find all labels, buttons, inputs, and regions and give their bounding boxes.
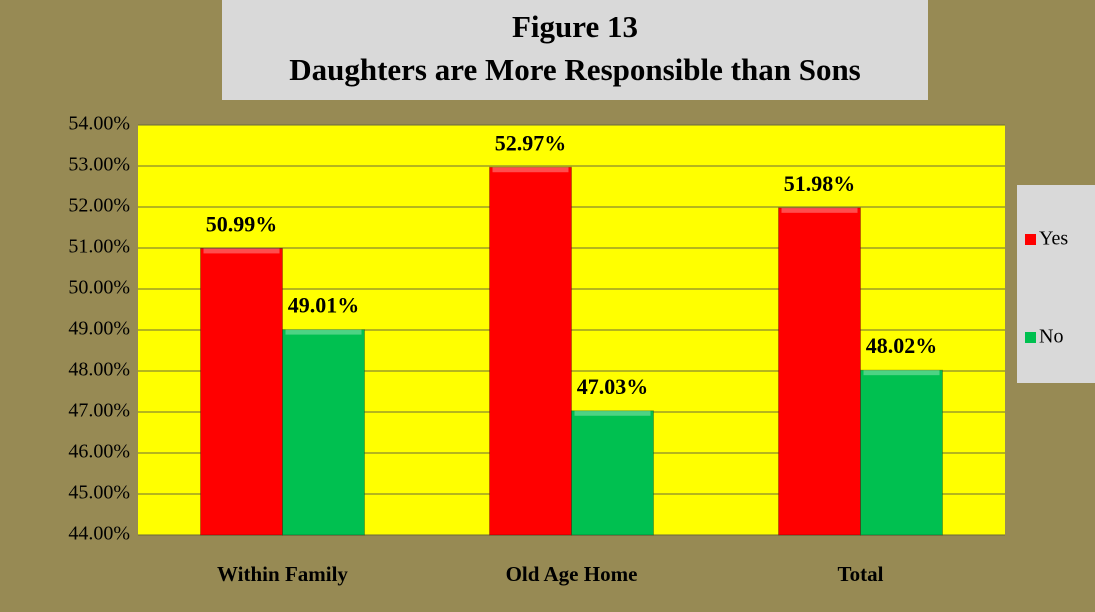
bar [282, 329, 365, 536]
y-tick-label: 49.00% [68, 318, 130, 340]
bar-highlight [492, 167, 569, 173]
chart-title: Figure 13 [512, 9, 638, 44]
x-tick-label: Total [838, 562, 884, 586]
bar-highlight [574, 410, 651, 416]
y-tick-label: 52.00% [68, 195, 130, 217]
legend-swatch [1025, 234, 1036, 245]
y-tick-label: 46.00% [68, 441, 130, 463]
data-label: 48.02% [866, 333, 938, 358]
bar [200, 247, 283, 536]
bar [489, 166, 572, 536]
legend-swatch [1025, 332, 1036, 343]
legend-label: No [1039, 326, 1063, 348]
bar [778, 207, 861, 536]
bar-highlight [863, 370, 940, 376]
data-label: 47.03% [577, 374, 649, 399]
y-tick-label: 48.00% [68, 359, 130, 381]
data-label: 52.97% [495, 130, 567, 155]
bar [571, 410, 654, 536]
y-tick-label: 51.00% [68, 236, 130, 258]
x-tick-label: Old Age Home [506, 562, 638, 586]
x-tick-label: Within Family [217, 562, 348, 586]
title-box [222, 0, 928, 100]
bar-highlight [781, 207, 858, 213]
data-label: 49.01% [288, 293, 360, 318]
bar-highlight [285, 329, 362, 335]
bar [860, 369, 943, 536]
legend-box [1017, 185, 1095, 383]
y-tick-label: 50.00% [68, 277, 130, 299]
bar-highlight [203, 248, 280, 254]
chart-subtitle: Daughters are More Responsible than Sons [289, 52, 861, 87]
y-tick-label: 53.00% [68, 154, 130, 176]
y-tick-label: 54.00% [68, 113, 130, 135]
data-label: 50.99% [206, 211, 278, 236]
legend-label: Yes [1039, 228, 1068, 250]
y-tick-label: 45.00% [68, 482, 130, 504]
y-tick-label: 44.00% [68, 523, 130, 545]
data-label: 51.98% [784, 171, 856, 196]
y-tick-label: 47.00% [68, 400, 130, 422]
